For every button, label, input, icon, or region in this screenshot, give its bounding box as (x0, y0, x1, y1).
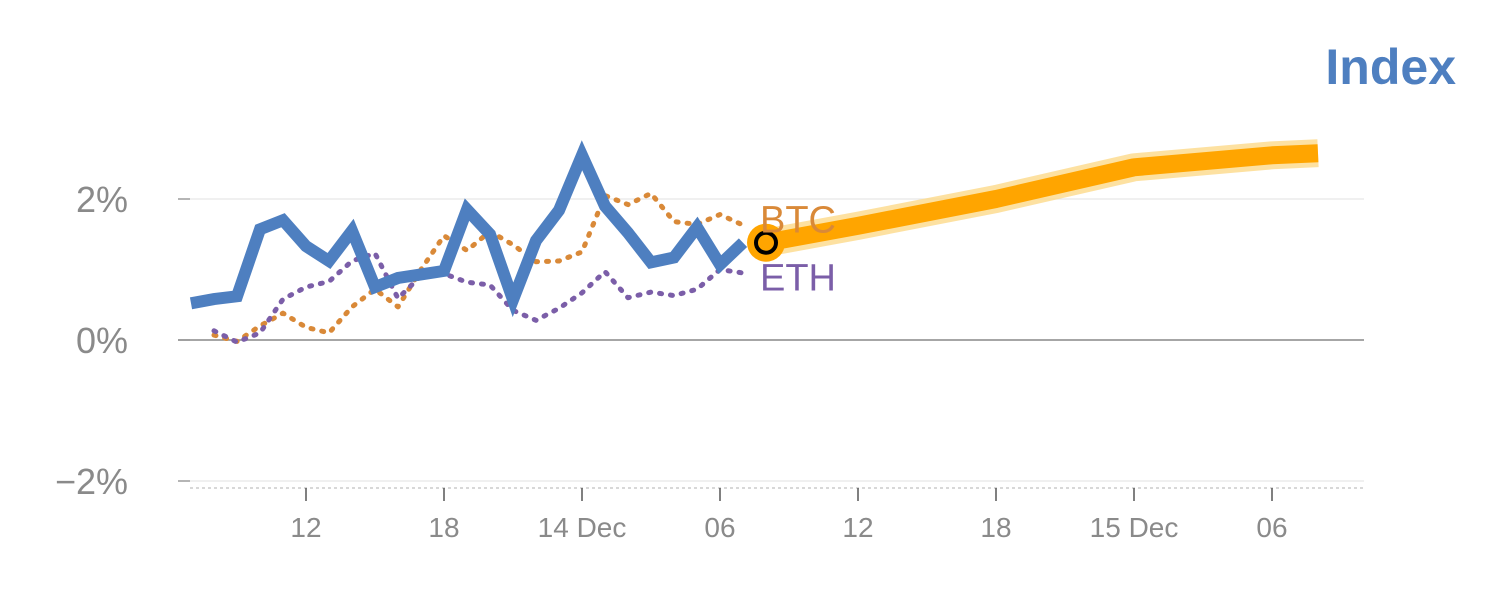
x-tick-label: 06 (1256, 512, 1287, 543)
x-tick-label: 18 (428, 512, 459, 543)
y-tick-label: 0% (76, 320, 128, 361)
series-label-eth: ETH (760, 258, 836, 300)
current-point-ring (754, 230, 778, 255)
chart-title: Index (1325, 39, 1456, 95)
current-point-marker (747, 223, 785, 262)
series-label-btc: BTC (760, 200, 836, 242)
y-tick-label: −2% (55, 461, 128, 502)
x-axis: 12 18 14 Dec 06 12 18 15 Dec 06 (190, 487, 1364, 543)
grid-lines (178, 198, 1364, 482)
x-tick-label: 12 (842, 512, 873, 543)
x-tick-label: 18 (980, 512, 1011, 543)
series-line-eth (211, 250, 746, 345)
x-tick-label: 14 Dec (538, 512, 627, 543)
forecast-line (764, 144, 1319, 252)
x-tick-label: 06 (704, 512, 735, 543)
y-axis: 2% 0% −2% (55, 179, 190, 502)
series-line-btc (211, 190, 746, 344)
series-lines (189, 139, 1319, 345)
series-line-index (189, 140, 748, 318)
y-tick-label: 2% (76, 179, 128, 220)
x-tick-label: 15 Dec (1090, 512, 1179, 543)
x-tick-label: 12 (290, 512, 321, 543)
annotations: BTC ETH (747, 200, 836, 300)
